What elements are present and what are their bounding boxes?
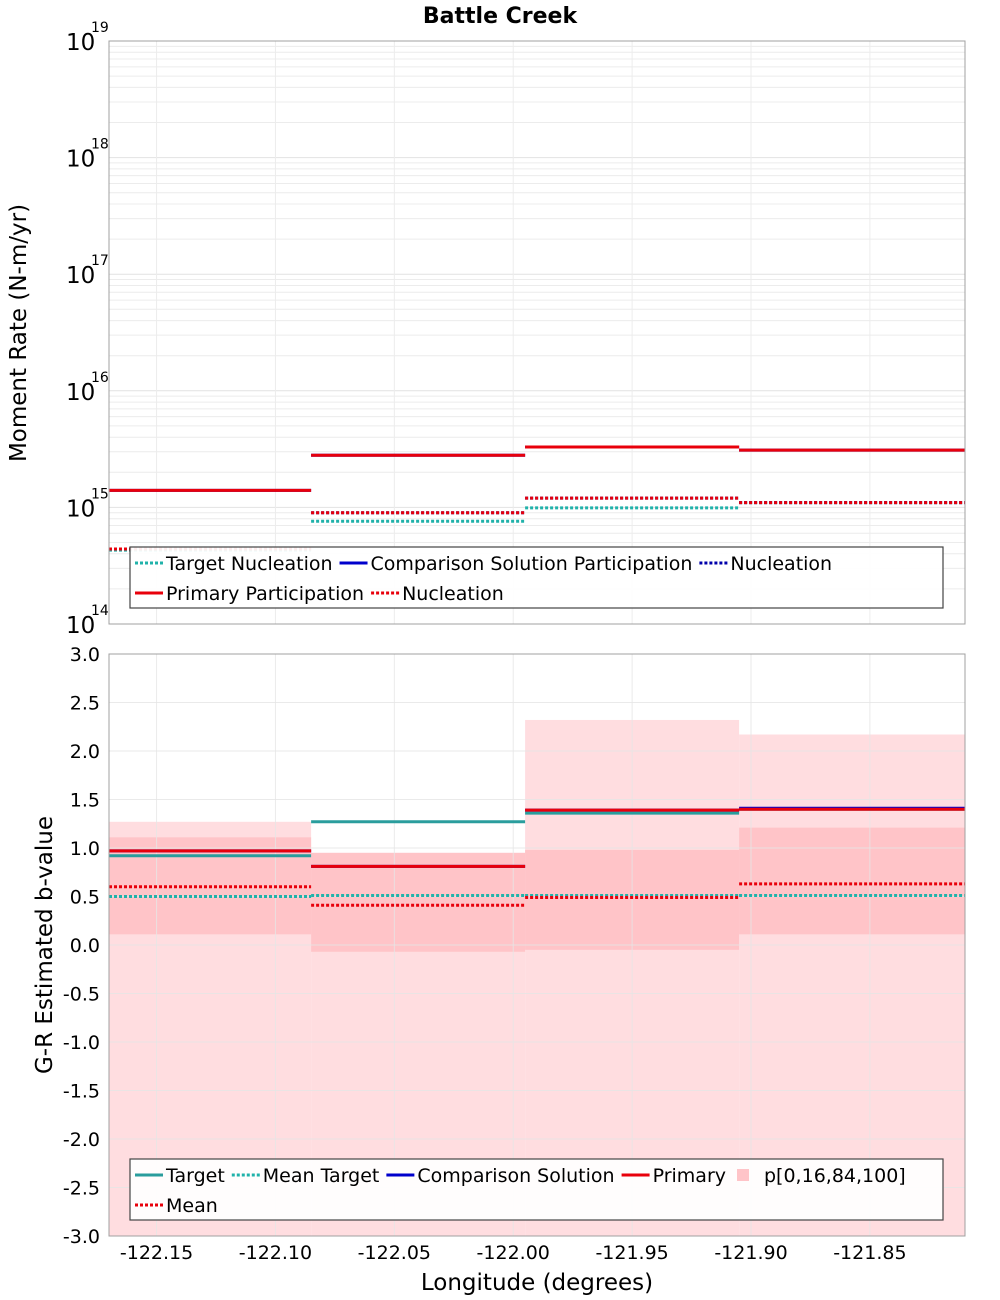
y-tick-label: 10 (66, 380, 95, 406)
moment-rate-plot-frame (108, 40, 966, 625)
x-tick-label: -121.95 (595, 1242, 668, 1264)
legend-label: p[0,16,84,100] (764, 1165, 906, 1187)
legend-label: Nucleation (730, 553, 832, 575)
y-tick-exponent: 14 (91, 603, 109, 619)
y-tick-label: 3.0 (70, 644, 100, 666)
x-tick-label: -122.15 (120, 1242, 193, 1264)
b-value-y-ticks: 3.0 2.5 2.0 1.5 1.0 0.5 0.0 -0.5 -1.0 -1.5 -2.0 -2.… (63, 644, 100, 1248)
y-tick-label: 10 (66, 30, 95, 56)
legend-label: Mean Target (263, 1165, 380, 1187)
legend-box (129, 1158, 944, 1221)
y-tick-label: 10 (66, 496, 95, 522)
legend-label: Target (165, 1165, 225, 1187)
legend-label: Mean (166, 1195, 218, 1217)
b-value-panel: 3.0 2.5 2.0 1.5 1.0 0.5 0.0 -0.5 -1.0 -1.5 -2.0 -2.… (32, 644, 966, 1296)
legend-swatch (737, 1169, 749, 1181)
x-tick-label: -122.10 (239, 1242, 312, 1264)
x-tick-label: -122.00 (477, 1242, 550, 1264)
y-tick-exponent: 19 (91, 20, 109, 36)
y-tick-exponent: 15 (91, 486, 109, 502)
y-tick-exponent: 18 (91, 137, 109, 153)
legend-label: Comparison Solution (417, 1165, 614, 1187)
y-tick-label: -2.0 (63, 1129, 100, 1151)
b-value-x-ticks: -122.15 -122.10 -122.05 -122.00 -121.95 -121.… (120, 1242, 907, 1264)
b-value-series (109, 806, 965, 907)
y-tick-exponent: 17 (91, 253, 109, 269)
y-tick-label: 10 (66, 613, 95, 639)
chart-title: Battle Creek (423, 4, 579, 29)
percentile-band-outer (739, 734, 965, 1236)
y-tick-label: 10 (66, 147, 95, 173)
y-tick-label: -0.5 (63, 984, 100, 1006)
y-tick-label: 1.5 (70, 790, 100, 812)
moment-rate-y-axis-label: Moment Rate (N-m/yr) (6, 204, 32, 462)
x-tick-label: -121.85 (833, 1242, 906, 1264)
legend-label: Target Nucleation (165, 553, 333, 575)
legend-label: Comparison Solution Participation (371, 553, 693, 575)
y-tick-label: 2.0 (70, 741, 100, 763)
b-value-legend: Target Mean Target Comparison Solution Prim… (129, 1158, 944, 1221)
y-tick-label: 0.5 (70, 887, 100, 909)
legend-box (129, 546, 944, 609)
moment-rate-grid (109, 41, 965, 625)
x-axis-label: Longitude (degrees) (421, 1270, 653, 1296)
y-tick-label: -2.5 (63, 1178, 100, 1200)
y-tick-label: 10 (66, 263, 95, 289)
legend-label: Primary Participation (166, 583, 364, 605)
b-value-y-axis-label: G-R Estimated b-value (32, 816, 58, 1074)
moment-rate-legend: Target Nucleation Comparison Solution Par… (129, 546, 944, 609)
x-tick-label: -121.90 (714, 1242, 787, 1264)
y-tick-exponent: 16 (91, 370, 109, 386)
y-tick-label: -1.0 (63, 1032, 100, 1054)
y-tick-label: 2.5 (70, 693, 100, 715)
percentile-band-inner (739, 827, 965, 935)
legend-label: Nucleation (402, 583, 504, 605)
y-tick-label: -3.0 (63, 1226, 100, 1248)
y-tick-label: 0.0 (70, 935, 100, 957)
percentile-band-inner (311, 852, 526, 952)
legend-label: Primary (653, 1165, 726, 1187)
y-tick-label: -1.5 (63, 1081, 100, 1103)
y-tick-label: 1.0 (70, 838, 100, 860)
b-value-plot-frame (108, 653, 966, 1237)
moment-rate-plot-area (109, 41, 965, 624)
x-tick-label: -122.05 (358, 1242, 431, 1264)
